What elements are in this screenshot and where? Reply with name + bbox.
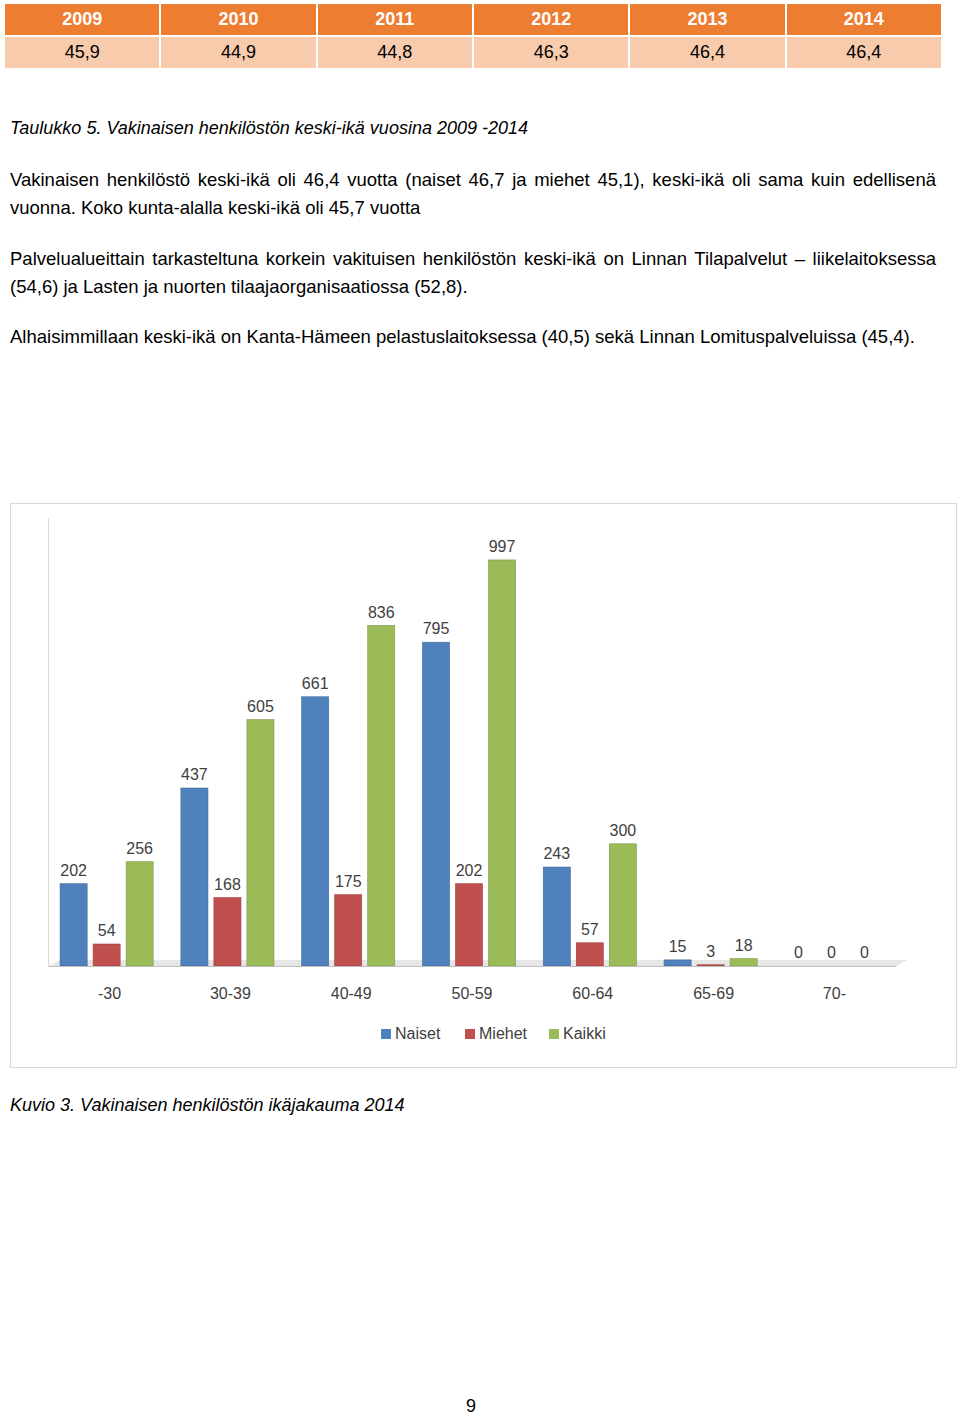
data-label: 0 xyxy=(860,944,869,961)
table-row: 45,944,944,846,346,446,4 xyxy=(4,36,942,69)
table-cell: 45,9 xyxy=(4,36,160,69)
data-label: 605 xyxy=(247,698,274,715)
header-cell: 2010 xyxy=(160,3,316,36)
bar xyxy=(543,867,570,966)
table-cell: 46,4 xyxy=(786,36,942,69)
data-label: 54 xyxy=(98,922,116,939)
x-tick-label: 50-59 xyxy=(452,985,493,1002)
bar xyxy=(422,642,449,966)
x-tick-label: 30-39 xyxy=(210,985,251,1002)
bar xyxy=(455,884,482,966)
x-tick: 30-39 xyxy=(210,966,251,1002)
bar xyxy=(697,965,724,966)
x-tick: -30 xyxy=(98,966,121,1002)
x-tick: 60-64 xyxy=(572,966,613,1002)
bar xyxy=(576,943,603,966)
table-cell: 46,4 xyxy=(629,36,785,69)
data-label: 175 xyxy=(335,873,362,890)
page-number: 9 xyxy=(466,1396,476,1417)
bar xyxy=(489,560,516,966)
data-label: 0 xyxy=(827,944,836,961)
data-label: 3 xyxy=(706,943,715,960)
bars xyxy=(60,560,757,966)
data-label: 243 xyxy=(543,845,570,862)
x-tick: 50-59 xyxy=(452,966,493,1002)
legend-item: Naiset xyxy=(381,1025,441,1042)
legend-item: Kaikki xyxy=(549,1025,606,1042)
bar xyxy=(664,960,691,966)
header-cell: 2012 xyxy=(473,3,629,36)
x-tick: 65-69 xyxy=(693,966,734,1002)
bar xyxy=(247,720,274,966)
paragraph: Vakinaisen henkilöstö keski-ikä oli 46,4… xyxy=(10,166,936,222)
paragraph: Alhaisimmillaan keski-ikä on Kanta-Hämee… xyxy=(10,323,936,351)
x-tick: 70- xyxy=(823,966,846,1002)
table-cell: 44,9 xyxy=(160,36,316,69)
chart-frame: 202 437 661 795 243 15 0 54 168 175 202 57 3 0 256 605 8… xyxy=(10,503,957,1068)
bar xyxy=(730,959,757,966)
data-label: 168 xyxy=(214,876,241,893)
legend-label: Naiset xyxy=(395,1025,441,1042)
bar xyxy=(785,966,812,967)
page: {"table": {"header": ["2009", "2010", "2… xyxy=(0,0,960,1419)
data-label: 836 xyxy=(368,604,395,621)
legend-label: Kaikki xyxy=(563,1025,606,1042)
data-label: 661 xyxy=(302,675,329,692)
x-tick-label: 70- xyxy=(823,985,846,1002)
data-label: 202 xyxy=(456,862,483,879)
bar xyxy=(302,697,329,966)
table-cell: 44,8 xyxy=(317,36,473,69)
legend-swatch xyxy=(549,1029,559,1039)
x-tick-label: -30 xyxy=(98,985,121,1002)
table-caption: Taulukko 5. Vakinaisen henkilöstön keski… xyxy=(10,118,528,139)
bar xyxy=(335,895,362,966)
legend-swatch xyxy=(381,1029,391,1039)
bar xyxy=(851,966,878,967)
x-tick-label: 60-64 xyxy=(572,985,613,1002)
data-label: 997 xyxy=(489,538,516,555)
table: 20092010201120122013201445,944,944,846,3… xyxy=(3,2,943,70)
legend-label: Miehet xyxy=(479,1025,528,1042)
data-labels: 202 437 661 795 243 15 0 54 168 175 202 57 3 0 256 605 8… xyxy=(60,538,869,961)
bar xyxy=(60,884,87,966)
figure-caption: Kuvio 3. Vakinaisen henkilöstön ikäjakau… xyxy=(10,1095,405,1116)
x-tick: 40-49 xyxy=(331,966,372,1002)
x-axis-line xyxy=(49,966,897,967)
data-label: 0 xyxy=(794,944,803,961)
bar xyxy=(181,788,208,966)
y-axis-line xyxy=(48,519,49,967)
bar xyxy=(818,966,845,967)
header-cell: 2011 xyxy=(317,3,473,36)
data-label: 256 xyxy=(126,840,153,857)
header-cell: 2014 xyxy=(786,3,942,36)
bar xyxy=(214,898,241,966)
legend-item: Miehet xyxy=(465,1025,528,1042)
bar xyxy=(126,862,153,966)
data-label: 795 xyxy=(423,620,450,637)
x-axis: -30 30-39 40-49 50-59 60-64 65-69 70- xyxy=(49,966,897,1002)
data-label: 300 xyxy=(609,822,636,839)
table-header-row: 200920102011201220132014 xyxy=(4,3,942,36)
header-cell: 2013 xyxy=(629,3,785,36)
legend: Naiset Miehet Kaikki xyxy=(381,1025,606,1042)
legend-swatch xyxy=(465,1029,475,1039)
chart: 202 437 661 795 243 15 0 54 168 175 202 57 3 0 256 605 8… xyxy=(11,504,956,1067)
bar xyxy=(368,626,395,966)
data-label: 15 xyxy=(669,938,687,955)
x-tick-label: 65-69 xyxy=(693,985,734,1002)
table-cell: 46,3 xyxy=(473,36,629,69)
data-label: 437 xyxy=(181,766,208,783)
paragraph: Palvelualueittain tarkasteltuna korkein … xyxy=(10,245,936,301)
bar xyxy=(609,844,636,966)
bar xyxy=(93,944,120,966)
data-label: 57 xyxy=(581,921,599,938)
header-cell: 2009 xyxy=(4,3,160,36)
x-tick-label: 40-49 xyxy=(331,985,372,1002)
y-axis xyxy=(48,519,49,967)
series-bars xyxy=(126,560,757,966)
data-label: 202 xyxy=(60,862,87,879)
data-label: 18 xyxy=(735,937,753,954)
